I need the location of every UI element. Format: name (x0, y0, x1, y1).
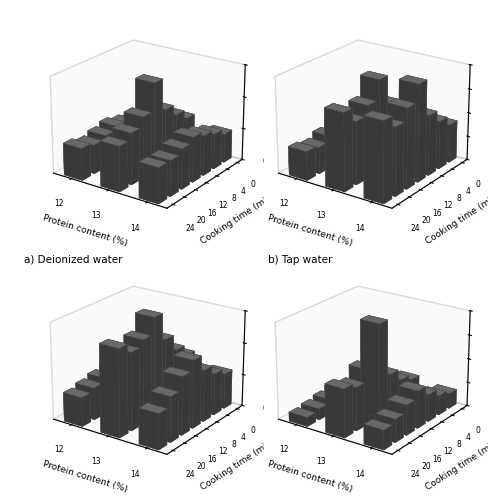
Y-axis label: Cooking time (min): Cooking time (min) (200, 191, 277, 246)
Y-axis label: Cooking time (min): Cooking time (min) (425, 437, 488, 492)
Y-axis label: Cooking time (min): Cooking time (min) (200, 437, 277, 492)
X-axis label: Protein content (%): Protein content (%) (266, 214, 353, 248)
X-axis label: Protein content (%): Protein content (%) (41, 460, 128, 494)
Text: a) Deionized water: a) Deionized water (24, 255, 123, 265)
Y-axis label: Cooking time (min): Cooking time (min) (425, 191, 488, 246)
X-axis label: Protein content (%): Protein content (%) (41, 214, 128, 248)
Text: b) Tap water: b) Tap water (268, 255, 333, 265)
X-axis label: Protein content (%): Protein content (%) (266, 460, 353, 494)
